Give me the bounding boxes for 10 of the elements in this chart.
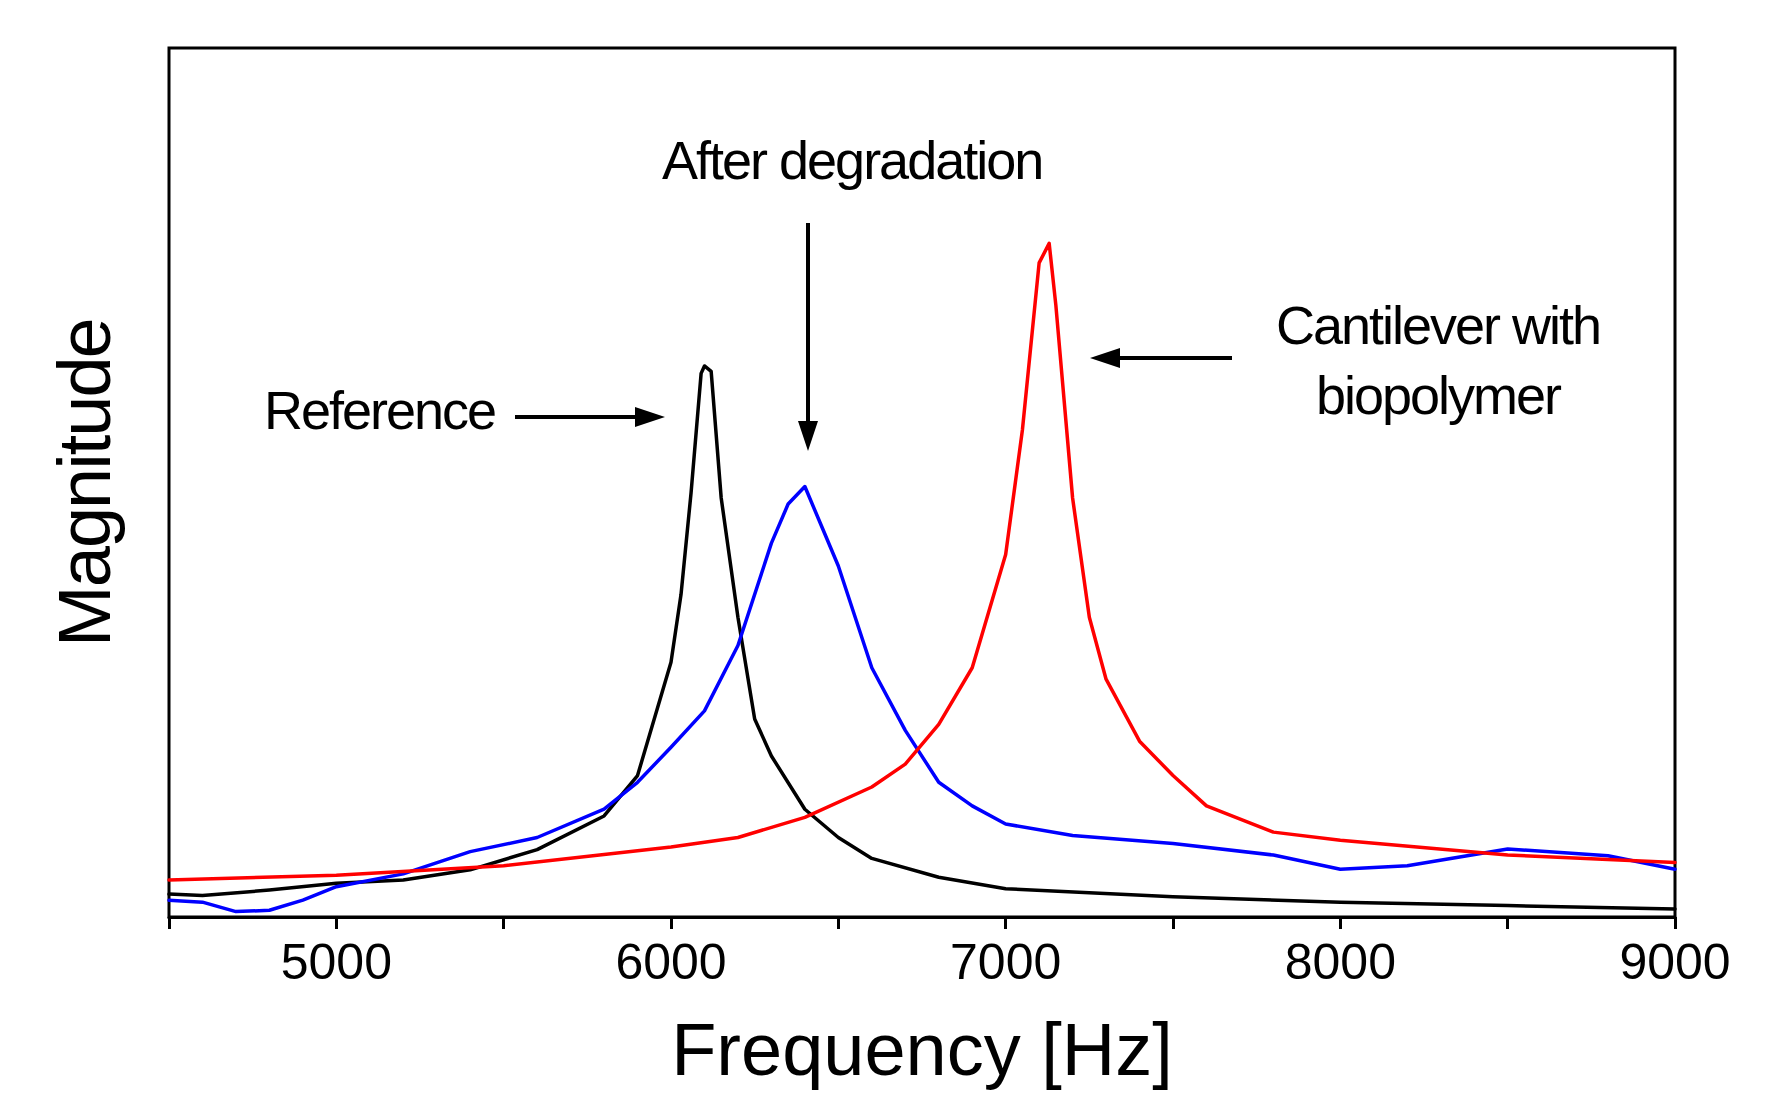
- annotation: Cantilever with biopolymer: [1274, 294, 1602, 428]
- x-tick-label: 9000: [1619, 934, 1731, 990]
- x-tick-label: 5000: [280, 934, 392, 990]
- text: After degradation: [662, 129, 1043, 192]
- x-tick-label: 6000: [615, 934, 727, 990]
- x-axis-title: Frequency [Hz]: [671, 1007, 1173, 1091]
- annotation: Reference: [264, 379, 496, 442]
- x-tick-label: 7000: [950, 934, 1062, 990]
- y-axis-title: Magnitude: [41, 318, 127, 647]
- x-tick-label: 8000: [1284, 934, 1396, 990]
